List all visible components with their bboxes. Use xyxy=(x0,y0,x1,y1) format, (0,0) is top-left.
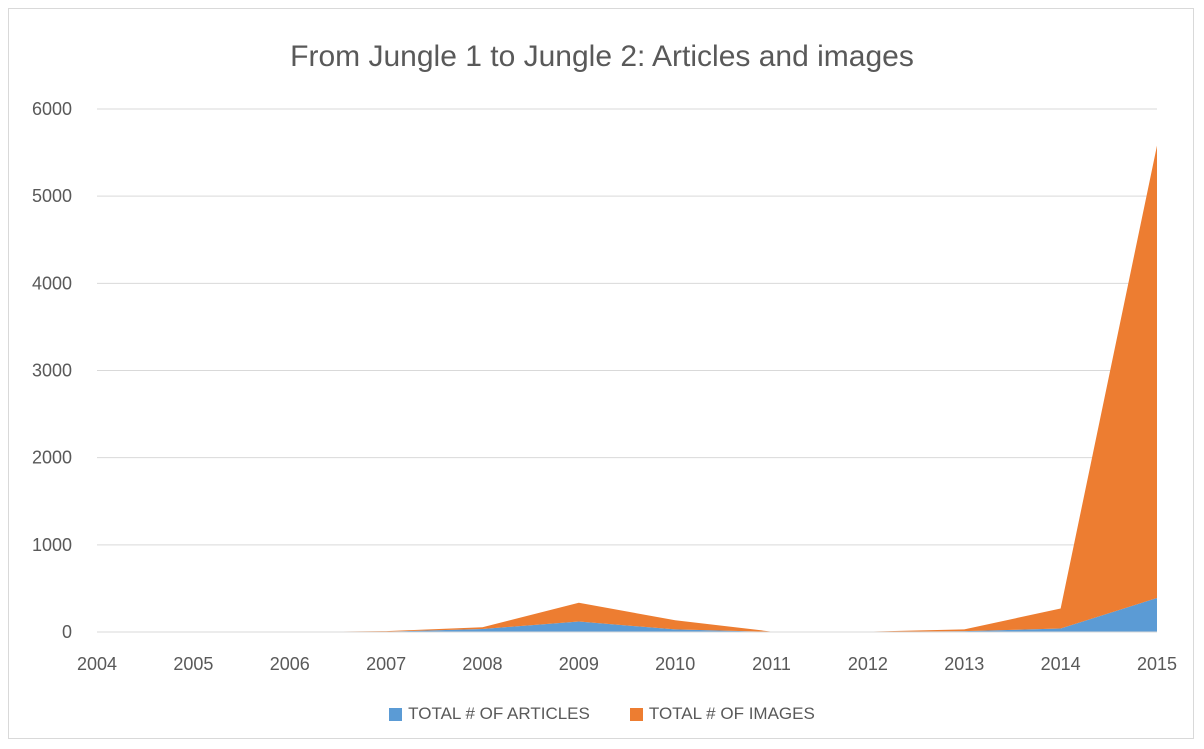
y-tick-label-6000: 6000 xyxy=(32,99,72,119)
legend-swatch-images xyxy=(629,707,643,721)
legend-label-articles: TOTAL # OF ARTICLES xyxy=(408,704,590,723)
x-tick-label-2007: 2007 xyxy=(366,654,406,674)
legend-item-articles: TOTAL # OF ARTICLES xyxy=(389,704,590,724)
x-tick-label-2009: 2009 xyxy=(559,654,599,674)
y-tick-label-0: 0 xyxy=(62,622,72,642)
x-tick-label-2005: 2005 xyxy=(173,654,213,674)
x-tick-label-2014: 2014 xyxy=(1041,654,1081,674)
x-tick-label-2004: 2004 xyxy=(77,654,117,674)
x-tick-label-2013: 2013 xyxy=(944,654,984,674)
x-tick-label-2010: 2010 xyxy=(655,654,695,674)
legend-swatch-articles xyxy=(389,707,403,721)
chart-title: From Jungle 1 to Jungle 2: Articles and … xyxy=(290,40,914,73)
x-tick-label-2006: 2006 xyxy=(270,654,310,674)
y-tick-label-5000: 5000 xyxy=(32,186,72,206)
y-tick-label-1000: 1000 xyxy=(32,535,72,555)
y-tick-label-4000: 4000 xyxy=(32,273,72,293)
y-tick-label-2000: 2000 xyxy=(32,448,72,468)
legend-item-images: TOTAL # OF IMAGES xyxy=(629,704,815,724)
legend-label-images: TOTAL # OF IMAGES xyxy=(648,704,815,723)
y-tick-label-3000: 3000 xyxy=(32,361,72,381)
x-tick-label-2015: 2015 xyxy=(1137,654,1177,674)
x-tick-label-2011: 2011 xyxy=(752,654,791,674)
x-tick-label-2012: 2012 xyxy=(848,654,888,674)
legend: TOTAL # OF ARTICLES TOTAL # OF IMAGES xyxy=(0,704,1204,724)
x-tick-label-2008: 2008 xyxy=(462,654,502,674)
area-series-images xyxy=(97,145,1157,633)
